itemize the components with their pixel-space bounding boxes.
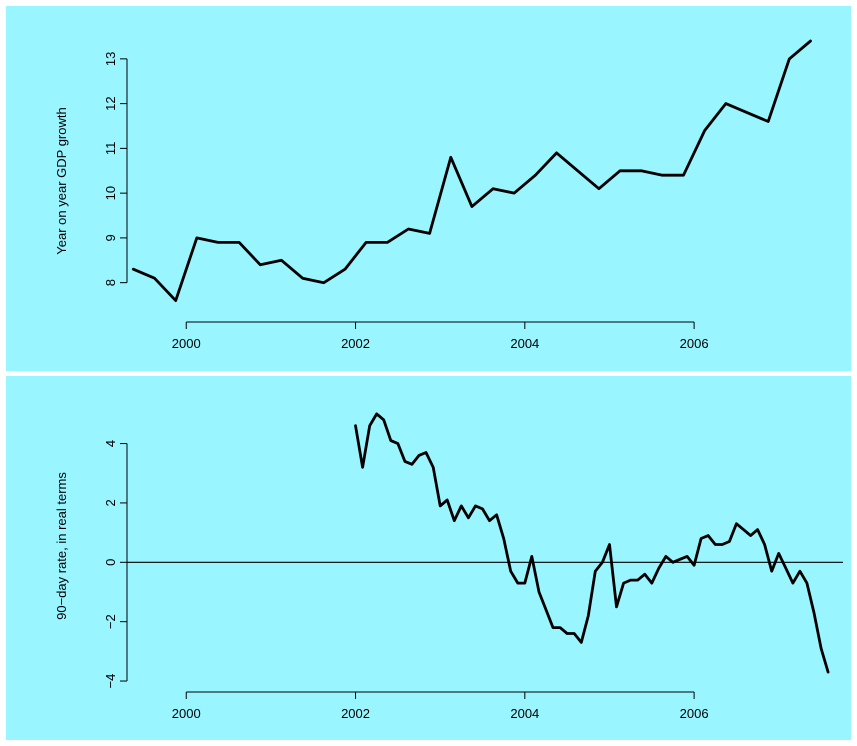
y-axis-title: Year on year GDP growth	[54, 107, 69, 254]
y-tick-label: 10	[103, 186, 118, 200]
x-tick-label: 2006	[680, 336, 709, 351]
y-tick-label: 2	[103, 499, 118, 506]
x-tick-label: 2000	[172, 706, 201, 721]
x-tick-label: 2004	[510, 706, 539, 721]
x-tick-label: 2004	[510, 336, 539, 351]
y-tick-label: 12	[103, 96, 118, 110]
x-tick-label: 2002	[341, 706, 370, 721]
gdp-growth-chart: Year on year GDP growth 8 9 10 11 12 13 2000 20…	[6, 6, 851, 371]
panel-background	[6, 6, 851, 371]
y-axis-title: 90−day rate, in real terms	[54, 472, 69, 620]
y-tick-label: 9	[103, 234, 118, 241]
y-tick-label: 11	[103, 142, 118, 156]
y-tick-label: −4	[103, 674, 118, 689]
y-tick-label: 13	[103, 52, 118, 66]
series-line	[131, 39, 812, 303]
y-tick-label: 0	[103, 559, 118, 566]
panel-background	[6, 376, 851, 740]
x-tick-label: 2002	[341, 336, 370, 351]
real-rate-chart: 90−day rate, in real terms −4 −2 0 2 4 2000 20…	[6, 376, 851, 740]
series-line	[354, 412, 830, 674]
x-tick-label: 2006	[680, 706, 709, 721]
x-tick-label: 2000	[172, 336, 201, 351]
y-tick-label: 4	[103, 440, 118, 447]
y-tick-label: −2	[103, 614, 118, 629]
y-tick-label: 8	[103, 279, 118, 286]
